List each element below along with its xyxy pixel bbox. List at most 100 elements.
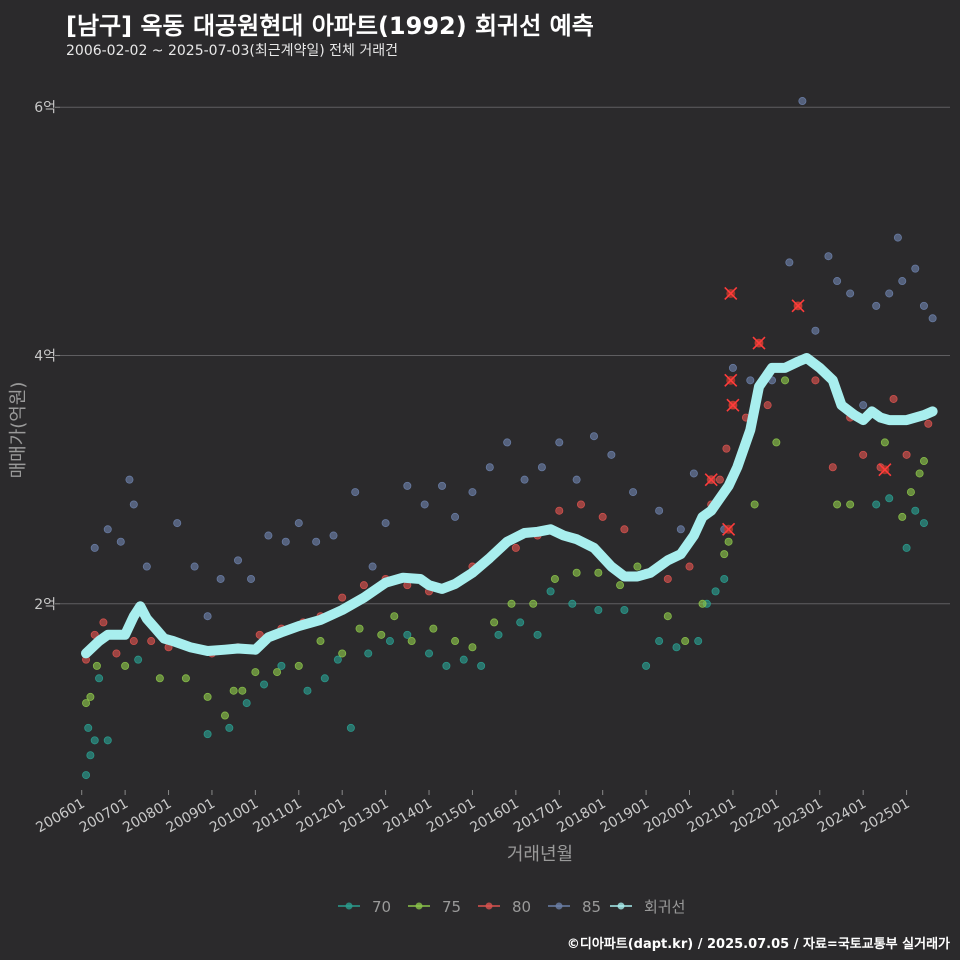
x-tick-label: 201101 — [250, 796, 304, 837]
data-point-75 — [220, 711, 229, 720]
data-point-85 — [264, 531, 273, 540]
data-point-75 — [92, 661, 101, 670]
y-axis-label: 매매가(억원) — [8, 382, 29, 479]
x-tick-label: 202201 — [728, 796, 782, 837]
data-point-85 — [90, 543, 99, 552]
highlight-x-mark — [722, 522, 736, 536]
data-point-70 — [385, 637, 394, 646]
data-point-70 — [90, 736, 99, 745]
data-point-85 — [368, 562, 377, 571]
data-point-70 — [620, 606, 629, 615]
data-point-80 — [902, 450, 911, 459]
data-point-85 — [911, 264, 920, 273]
legend-label-3: 85 — [582, 898, 601, 916]
data-point-85 — [919, 301, 928, 310]
data-point-75 — [490, 618, 499, 627]
x-tick-label: 202001 — [641, 796, 695, 837]
highlight-x-mark — [724, 286, 738, 301]
data-point-75 — [355, 624, 364, 633]
data-point-75 — [181, 674, 190, 683]
data-point-85 — [629, 488, 638, 497]
legend-swatch-1 — [415, 902, 423, 910]
data-point-75 — [316, 637, 325, 646]
data-point-75 — [880, 438, 889, 447]
x-tick-label: 202301 — [771, 796, 825, 837]
data-point-80 — [147, 637, 156, 646]
legend-swatch-3 — [555, 902, 563, 910]
data-point-85 — [520, 475, 529, 484]
data-point-75 — [86, 692, 95, 701]
data-point-70 — [902, 543, 911, 552]
data-point-85 — [898, 277, 907, 286]
data-point-85 — [216, 574, 225, 583]
data-point-75 — [338, 649, 347, 658]
x-tick-label: 201701 — [511, 796, 565, 837]
data-point-75 — [846, 500, 855, 509]
data-point-85 — [438, 481, 447, 490]
data-point-75 — [273, 668, 282, 677]
x-tick-label: 201601 — [468, 796, 522, 837]
data-point-85 — [329, 531, 338, 540]
y-tick-label: 2억 — [34, 597, 56, 613]
data-point-85 — [746, 376, 755, 385]
data-point-75 — [720, 550, 729, 559]
data-point-75 — [377, 630, 386, 639]
data-point-70 — [594, 606, 603, 615]
data-point-75 — [915, 469, 924, 478]
data-point-70 — [134, 655, 143, 664]
data-point-80 — [663, 574, 672, 583]
data-point-80 — [555, 506, 564, 515]
data-point-80 — [511, 543, 520, 552]
data-point-70 — [95, 674, 104, 683]
data-point-85 — [872, 301, 881, 310]
data-point-85 — [420, 500, 429, 509]
data-point-75 — [451, 637, 460, 646]
data-point-85 — [103, 525, 112, 534]
data-point-85 — [173, 519, 182, 528]
data-point-85 — [281, 537, 290, 546]
data-point-75 — [698, 599, 707, 608]
legend-label-2: 80 — [512, 898, 531, 916]
data-point-85 — [607, 450, 616, 459]
data-point-85 — [798, 97, 807, 106]
data-point-80 — [715, 475, 724, 484]
data-point-70 — [203, 730, 212, 739]
data-point-80 — [685, 562, 694, 571]
data-point-85 — [590, 432, 599, 441]
legend-swatch-0 — [345, 902, 353, 910]
y-tick-label: 6억 — [34, 100, 56, 116]
data-point-85 — [655, 506, 664, 515]
data-point-75 — [507, 599, 516, 608]
x-tick-label: 201901 — [598, 796, 652, 837]
data-point-80 — [763, 401, 772, 410]
data-point-85 — [351, 488, 360, 497]
x-tick-label: 200701 — [77, 796, 131, 837]
data-point-70 — [459, 655, 468, 664]
data-point-75 — [616, 581, 625, 590]
chart-subtitle: 2006-02-02 ~ 2025-07-03(최근계약일) 전체 거래건 — [66, 43, 398, 59]
data-point-70 — [303, 686, 312, 695]
data-point-75 — [906, 488, 915, 497]
highlight-x-mark — [724, 373, 738, 387]
data-point-85 — [811, 326, 820, 335]
data-point-75 — [663, 612, 672, 621]
data-point-70 — [82, 771, 91, 780]
data-point-75 — [724, 537, 733, 546]
data-point-70 — [711, 587, 720, 596]
data-point-85 — [885, 289, 894, 298]
data-point-85 — [294, 519, 303, 528]
data-point-85 — [233, 556, 242, 565]
data-point-75 — [919, 457, 928, 466]
data-point-70 — [568, 599, 577, 608]
data-point-80 — [255, 630, 264, 639]
data-point-80 — [359, 581, 368, 590]
data-point-85 — [728, 363, 737, 372]
data-point-70 — [872, 500, 881, 509]
x-tick-label: 201501 — [424, 796, 478, 837]
data-point-85 — [537, 463, 546, 472]
data-point-85 — [928, 314, 937, 323]
data-point-75 — [407, 637, 416, 646]
data-point-70 — [720, 574, 729, 583]
data-point-75 — [594, 568, 603, 577]
